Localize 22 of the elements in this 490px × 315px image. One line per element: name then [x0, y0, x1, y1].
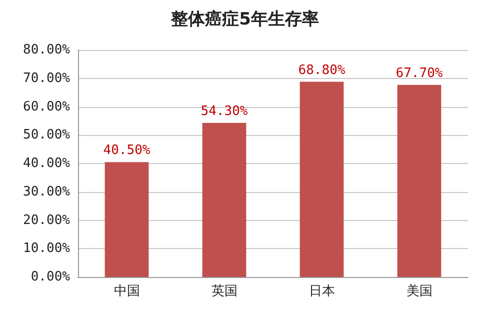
y-tick-label: 30.00%: [23, 184, 70, 200]
bar: [202, 122, 246, 277]
chart-title: 整体癌症5年生存率: [170, 10, 319, 30]
bar: [104, 162, 149, 277]
x-tick-label: 美国: [406, 283, 432, 299]
x-tick-label: 英国: [211, 284, 238, 299]
data-label: 67.70%: [396, 66, 443, 81]
data-label: 68.80%: [298, 62, 346, 78]
y-tick-label: 50.00%: [23, 128, 70, 143]
bar: [397, 84, 442, 277]
data-label: 54.30%: [200, 104, 248, 119]
y-tick-label: 70.00%: [23, 70, 70, 86]
y-tick-label: 0.00%: [30, 270, 70, 284]
y-tick-label: 40.00%: [23, 156, 70, 171]
y-tick-label: 80.00%: [23, 42, 70, 58]
x-tick-label: 日本: [308, 284, 335, 299]
y-tick-label: 20.00%: [23, 212, 70, 228]
data-label: 40.50%: [103, 143, 150, 158]
bar: [300, 82, 344, 277]
x-tick-label: 中国: [114, 284, 140, 299]
y-tick-label: 60.00%: [23, 99, 70, 114]
y-tick-label: 10.00%: [23, 241, 70, 256]
